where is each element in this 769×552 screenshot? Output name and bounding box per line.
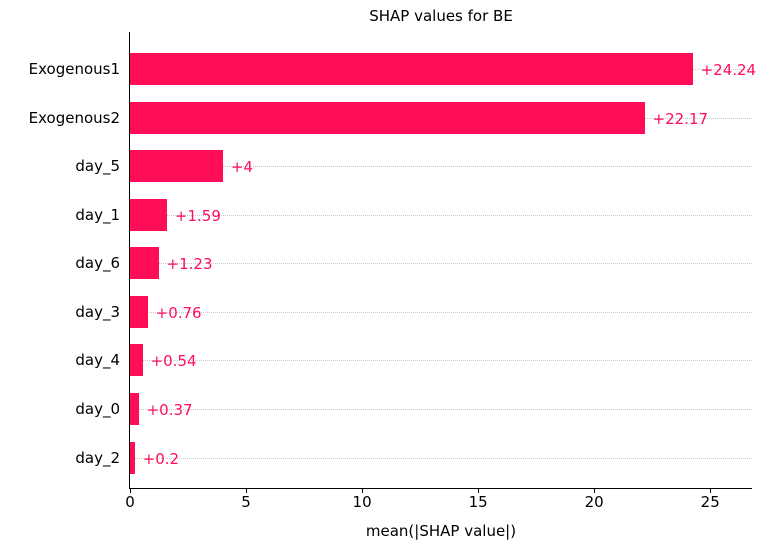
- x-tick-mark: [246, 489, 248, 493]
- bar-value-label: +0.76: [155, 303, 202, 322]
- y-tick-label-Exogenous2: Exogenous2: [28, 108, 120, 127]
- gridline: [130, 457, 752, 459]
- bar-value-label: +0.2: [142, 449, 180, 468]
- x-tick-mark: [478, 489, 480, 493]
- x-tick-label: 10: [352, 493, 372, 511]
- gridline: [130, 408, 752, 410]
- bar-day_6: [130, 247, 159, 280]
- y-tick-label-day_3: day_3: [75, 302, 120, 321]
- y-tick-label-day_4: day_4: [75, 351, 120, 370]
- bar-value-label: +1.23: [166, 255, 213, 274]
- gridline: [130, 166, 752, 168]
- bar-value-label: +1.59: [174, 206, 221, 225]
- x-tick-mark: [130, 489, 131, 493]
- x-tick-label: 15: [468, 493, 488, 511]
- bar-Exogenous2: [130, 101, 645, 134]
- bar-day_5: [130, 150, 223, 183]
- gridline: [130, 263, 752, 265]
- bar-day_0: [130, 392, 139, 425]
- y-tick-label-day_0: day_0: [75, 399, 120, 418]
- gridline: [130, 214, 752, 216]
- x-tick-mark: [362, 489, 364, 493]
- chart-title: SHAP values for BE: [369, 7, 513, 25]
- gridline: [130, 311, 752, 313]
- bar-day_1: [130, 198, 167, 231]
- plot-area: +24.24 +22.17 +4 +1.59 +1.23 +0.76 +0.54 +0.37 +…: [125, 32, 756, 510]
- x-tick-label: 25: [700, 493, 720, 511]
- y-tick-label-day_5: day_5: [75, 157, 120, 176]
- y-tick-label-Exogenous1: Exogenous1: [28, 60, 120, 78]
- bar-day_2: [130, 441, 135, 474]
- x-axis-spine: [129, 488, 752, 489]
- bar-day_4: [130, 344, 143, 377]
- bar-value-label: +0.37: [146, 400, 193, 419]
- x-tick-mark: [594, 489, 596, 493]
- bar-value-label: +4: [230, 158, 253, 177]
- y-tick-label-day_2: day_2: [75, 448, 120, 467]
- gridline: [130, 360, 752, 362]
- x-tick-label: 20: [584, 493, 604, 511]
- y-axis-spine: [129, 32, 130, 489]
- y-tick-label-day_1: day_1: [75, 205, 120, 224]
- bar-value-label: +24.24: [700, 61, 757, 79]
- bar-value-label: +22.17: [652, 109, 709, 128]
- y-tick-label-day_6: day_6: [75, 254, 120, 273]
- bar-value-label: +0.54: [150, 352, 197, 371]
- x-tick-label: 5: [241, 493, 251, 511]
- x-tick-label: 0: [125, 493, 135, 511]
- x-axis-label: mean(|SHAP value|): [365, 522, 517, 540]
- x-tick-mark: [710, 489, 712, 493]
- bar-Exogenous1: [130, 53, 693, 85]
- bar-day_3: [130, 295, 148, 328]
